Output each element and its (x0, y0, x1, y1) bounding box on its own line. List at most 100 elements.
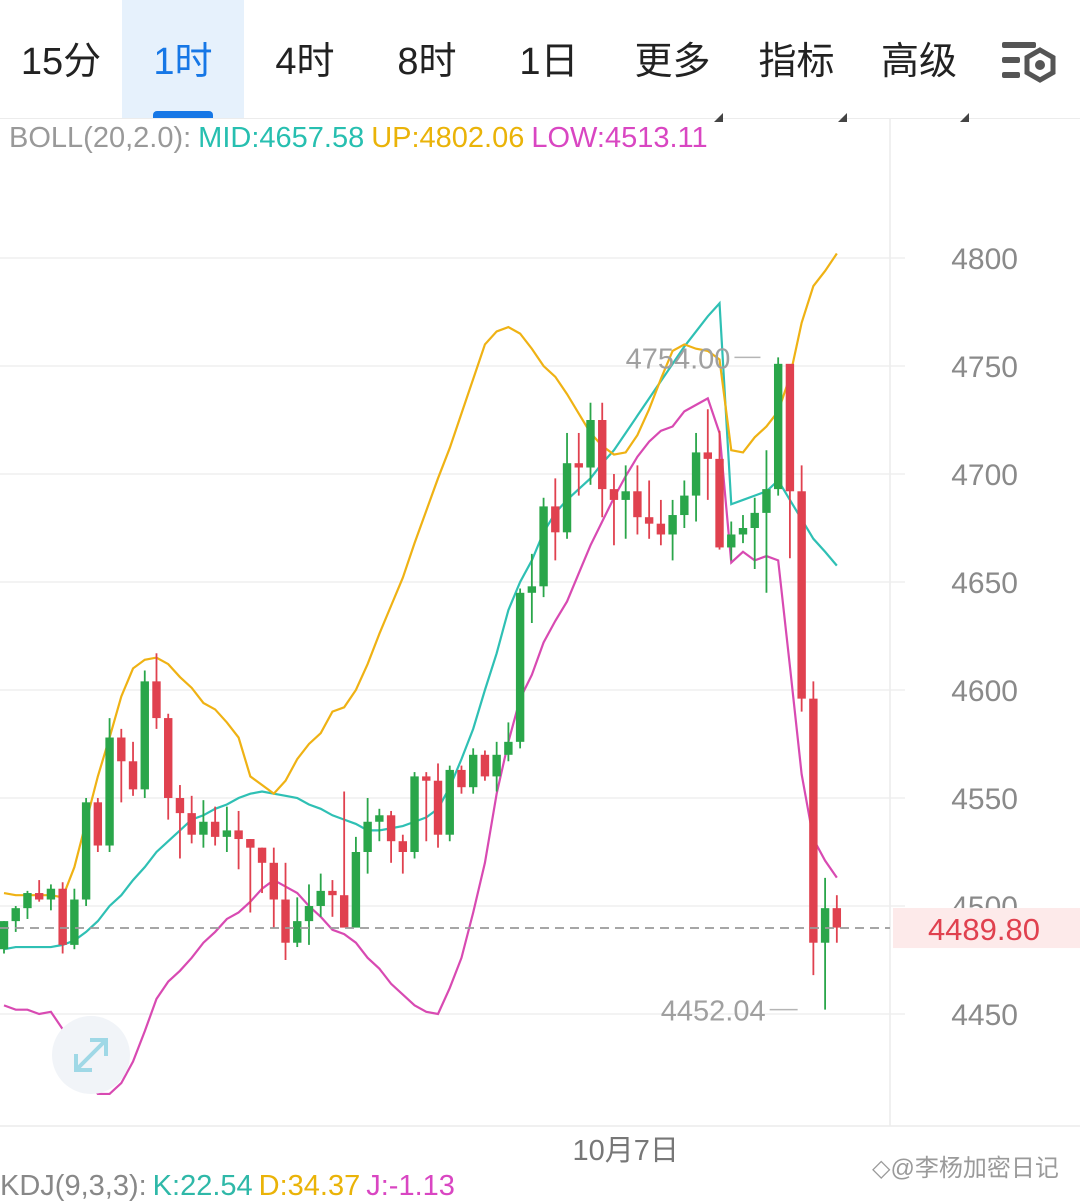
current-price-label: 4489.80 (928, 912, 1040, 947)
candle-body (809, 698, 818, 943)
candle-body (727, 534, 736, 548)
min-marker-label: 4452.04 (661, 996, 766, 1028)
candle-body (527, 586, 537, 593)
candle-body (539, 506, 548, 587)
tab-5[interactable]: 1日 (488, 0, 610, 118)
candle-body (691, 452, 701, 496)
tab-label: 高级 (881, 41, 969, 122)
candle-body (34, 893, 44, 900)
candle-body (128, 761, 138, 790)
tab-label: 4时 (275, 41, 335, 83)
candle-body (375, 815, 384, 822)
candle-body (304, 906, 314, 922)
tab-8[interactable]: 高级 (858, 0, 980, 122)
candle-body (609, 489, 619, 500)
boll-legend: BOLL(20,2.0): MID:4657.58 UP:4802.06 LOW:45… (9, 122, 715, 155)
candle-body (598, 420, 607, 490)
candle-body (797, 491, 806, 699)
kdj-legend: KDJ(9,3,3): K:22.54 D:34.37 J:-1.13 (0, 1170, 461, 1203)
candle-body (621, 491, 630, 500)
tab-label: 1时 (153, 41, 213, 83)
candle-body (445, 769, 454, 835)
candle-body (281, 899, 290, 943)
candle-body (222, 830, 232, 837)
current-price-tag (893, 908, 1080, 949)
max-marker-label: 4754.00 (626, 343, 731, 375)
candle-body (562, 463, 572, 533)
kdj-d-value: D:34.37 (258, 1170, 361, 1202)
tab-4[interactable]: 8时 (366, 0, 488, 118)
candle-body (586, 420, 595, 468)
tab-7[interactable]: 指标 (735, 0, 858, 122)
tab-2[interactable]: 1时 (122, 0, 244, 118)
candle-body (81, 802, 91, 900)
candle-body (762, 489, 771, 513)
boll-lower-line (3, 396, 838, 1096)
tab-1[interactable]: 15分 (0, 0, 122, 118)
candlestick-chart[interactable]: 4800475047004650460045504500445010月7日448… (0, 118, 1080, 1170)
candle-body (738, 528, 748, 535)
candle-body (11, 908, 20, 922)
kdj-j-value: J:-1.13 (366, 1170, 455, 1202)
candle-body (551, 506, 560, 533)
tab-3[interactable]: 4时 (244, 0, 366, 118)
candle-body (23, 893, 32, 909)
y-tick-label: 4650 (951, 567, 1018, 600)
expand-chart-button[interactable] (52, 1016, 130, 1094)
candle-body (715, 458, 724, 548)
candle-body (164, 718, 173, 798)
dropdown-triangle-icon (713, 113, 723, 122)
boll-up-value: UP:4802.06 (371, 122, 525, 154)
candle-body (328, 890, 337, 896)
candle-body (140, 681, 149, 790)
candle-body (703, 452, 712, 459)
candle-body (0, 921, 9, 950)
candle-body (152, 681, 161, 719)
candle-body (46, 888, 56, 900)
candle-body (644, 517, 654, 524)
y-tick-label: 4800 (951, 243, 1018, 276)
candle-body (680, 495, 689, 516)
watermark: ◇@李杨加密日记 (872, 1155, 1059, 1182)
boll-name: BOLL(20,2.0): (9, 122, 192, 154)
candle-body (422, 776, 431, 781)
y-tick-label: 4600 (951, 675, 1018, 708)
candle-body (234, 830, 243, 840)
candle-body (785, 363, 795, 492)
candle-body (246, 839, 255, 848)
kdj-k-value: K:22.54 (152, 1170, 253, 1202)
candle-body (187, 813, 196, 835)
candle-body (210, 821, 220, 837)
expand-arrows-icon (74, 1038, 108, 1072)
candles-group (0, 357, 842, 1010)
candle-body (117, 737, 126, 762)
candle-body (433, 780, 443, 835)
candle-body (668, 515, 677, 535)
candle-body (175, 798, 185, 814)
y-tick-label: 4750 (951, 351, 1018, 384)
candle-body (832, 908, 842, 928)
candle-body (257, 847, 267, 863)
boll-low-value: LOW:4513.11 (531, 122, 708, 154)
candle-body (58, 888, 67, 945)
tab-label: 1日 (519, 41, 579, 83)
y-tick-label: 4700 (951, 459, 1018, 492)
candle-body (351, 852, 361, 928)
candle-body (363, 821, 372, 852)
candle-body (70, 899, 79, 945)
chart-settings-button[interactable] (1000, 38, 1060, 86)
tab-label: 指标 (758, 41, 847, 122)
candle-body (93, 802, 103, 846)
candle-body (269, 862, 278, 900)
tab-6[interactable]: 更多 (610, 0, 735, 122)
x-tick-label: 10月7日 (572, 1135, 678, 1167)
candle-body (515, 592, 525, 742)
boll-mid-line (3, 300, 838, 951)
tab-label: 8时 (397, 41, 457, 83)
candle-body (504, 741, 513, 755)
candle-body (574, 463, 583, 468)
candle-body (386, 815, 396, 842)
tab-label: 15分 (20, 41, 102, 83)
candle-body (773, 363, 783, 490)
dropdown-triangle-icon (960, 113, 969, 122)
